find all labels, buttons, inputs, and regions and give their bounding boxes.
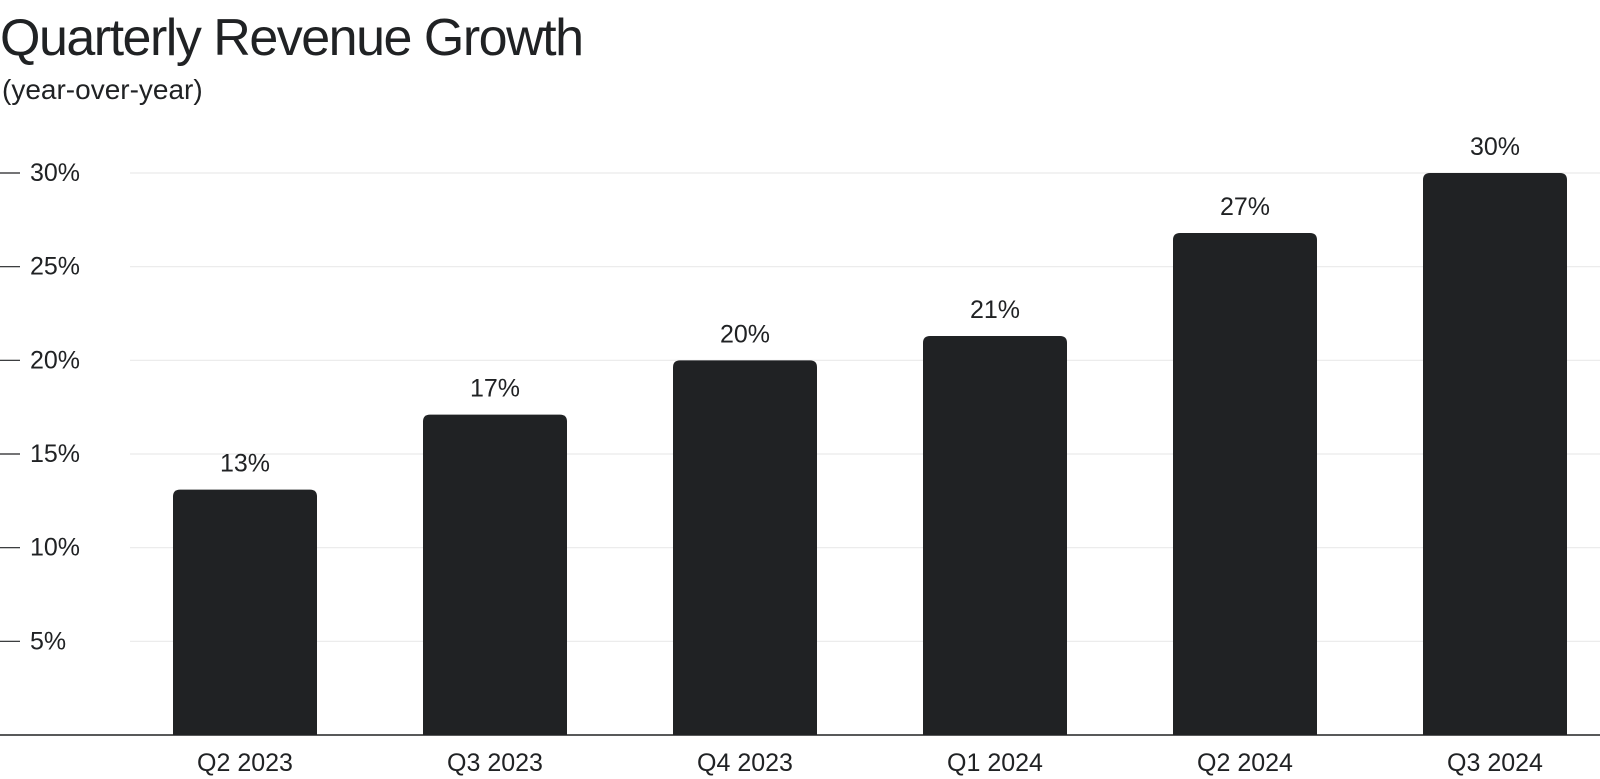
x-tick-label: Q3 2023	[447, 749, 543, 777]
x-tick-label: Q4 2023	[697, 749, 793, 777]
x-tick-label: Q1 2024	[947, 749, 1043, 777]
x-axis: Q2 2023 Q3 2023 Q4 2023 Q1 2024 Q2 2024 Q3 20…	[0, 734, 1600, 777]
data-labels: 13% 17% 20% 21% 27% 30%	[220, 133, 1520, 478]
y-tick-label: 25%	[30, 253, 80, 281]
data-label: 21%	[970, 296, 1020, 324]
data-label: 30%	[1470, 133, 1520, 161]
data-label: 27%	[1220, 193, 1270, 221]
y-axis: 5% 10% 15% 20% 25% 30%	[0, 159, 80, 655]
bar	[1423, 173, 1567, 735]
bar	[923, 335, 1067, 735]
data-label: 13%	[220, 450, 270, 478]
y-tick-label: 15%	[30, 440, 80, 468]
data-label: 17%	[470, 375, 520, 403]
bar	[423, 414, 567, 735]
y-tick-label: 30%	[30, 159, 80, 187]
y-tick-label: 10%	[30, 534, 80, 562]
y-tick-label: 20%	[30, 346, 80, 374]
chart-title: Quarterly Revenue Growth	[0, 9, 584, 67]
y-tick-label: 5%	[30, 627, 66, 655]
bar	[1173, 232, 1317, 736]
data-label: 20%	[720, 320, 770, 348]
x-tick-label: Q3 2024	[1447, 749, 1543, 777]
bar	[673, 360, 817, 735]
x-tick-label: Q2 2024	[1197, 749, 1293, 777]
gridlines	[130, 172, 1600, 642]
chart-subtitle: (year-over-year)	[2, 74, 203, 105]
bar	[173, 489, 317, 735]
bars	[173, 173, 1567, 736]
x-tick-label: Q2 2023	[197, 749, 293, 777]
